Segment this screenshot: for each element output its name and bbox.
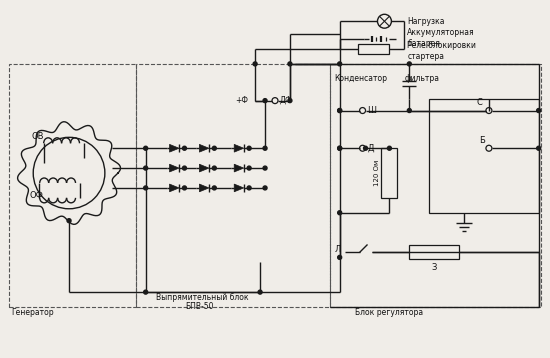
Circle shape	[263, 186, 267, 190]
Text: Нагрузка: Нагрузка	[408, 17, 445, 26]
Circle shape	[537, 146, 541, 150]
Circle shape	[338, 211, 342, 215]
Circle shape	[338, 146, 342, 150]
Circle shape	[144, 166, 147, 170]
Circle shape	[263, 166, 267, 170]
Circle shape	[212, 146, 216, 150]
Circle shape	[288, 98, 292, 103]
Circle shape	[183, 186, 186, 190]
Text: С: С	[477, 98, 483, 107]
Text: ОФ: ОФ	[29, 192, 43, 200]
Text: З: З	[432, 263, 437, 272]
Circle shape	[212, 166, 216, 170]
Circle shape	[258, 290, 262, 294]
Text: Ш: Ш	[367, 106, 377, 115]
Text: Конденсатор: Конденсатор	[335, 74, 388, 83]
Text: ДФ: ДФ	[280, 96, 293, 105]
Circle shape	[338, 108, 342, 112]
Circle shape	[263, 98, 267, 103]
Polygon shape	[200, 144, 209, 152]
Bar	[329, 64, 541, 307]
Text: Аккумуляторная
батарея: Аккумуляторная батарея	[408, 28, 475, 48]
Circle shape	[338, 255, 342, 260]
Polygon shape	[234, 184, 244, 192]
Circle shape	[247, 146, 251, 150]
Text: +Ф: +Ф	[235, 96, 248, 105]
Polygon shape	[234, 144, 244, 152]
Text: Б: Б	[479, 136, 485, 145]
Bar	[409, 246, 459, 260]
Text: БПВ-50: БПВ-50	[185, 303, 214, 311]
Circle shape	[263, 146, 267, 150]
Bar	[9, 64, 136, 307]
Text: 120 Ом: 120 Ом	[375, 160, 381, 186]
Polygon shape	[200, 184, 209, 192]
Polygon shape	[169, 144, 179, 152]
Circle shape	[247, 186, 251, 190]
Circle shape	[537, 108, 541, 112]
Text: Выпрямительный блок: Выпрямительный блок	[156, 292, 248, 301]
Circle shape	[338, 108, 342, 112]
Circle shape	[144, 146, 147, 150]
Circle shape	[144, 290, 147, 294]
Bar	[358, 44, 389, 54]
Circle shape	[67, 219, 71, 223]
Text: Реле блокировки
стартера: Реле блокировки стартера	[408, 41, 476, 61]
Circle shape	[183, 146, 186, 150]
Polygon shape	[200, 164, 209, 172]
Circle shape	[338, 62, 342, 66]
Text: Блок регулятора: Блок регулятора	[355, 309, 423, 318]
Polygon shape	[169, 184, 179, 192]
Bar	[429, 98, 538, 213]
Circle shape	[408, 108, 411, 112]
Circle shape	[338, 146, 342, 150]
Bar	[382, 148, 398, 198]
Circle shape	[408, 62, 411, 66]
Circle shape	[144, 186, 147, 190]
Polygon shape	[169, 164, 179, 172]
Bar	[136, 64, 329, 307]
Text: ОВ: ОВ	[31, 132, 44, 141]
Circle shape	[288, 62, 292, 66]
Circle shape	[387, 146, 392, 150]
Text: фильтра: фильтра	[404, 74, 439, 83]
Text: Л: Л	[335, 245, 341, 254]
Polygon shape	[234, 164, 244, 172]
Circle shape	[183, 166, 186, 170]
Text: Генератор: Генератор	[12, 309, 54, 318]
Circle shape	[247, 166, 251, 170]
Circle shape	[212, 186, 216, 190]
Circle shape	[364, 146, 367, 150]
Text: Д: Д	[367, 144, 374, 153]
Circle shape	[253, 62, 257, 66]
